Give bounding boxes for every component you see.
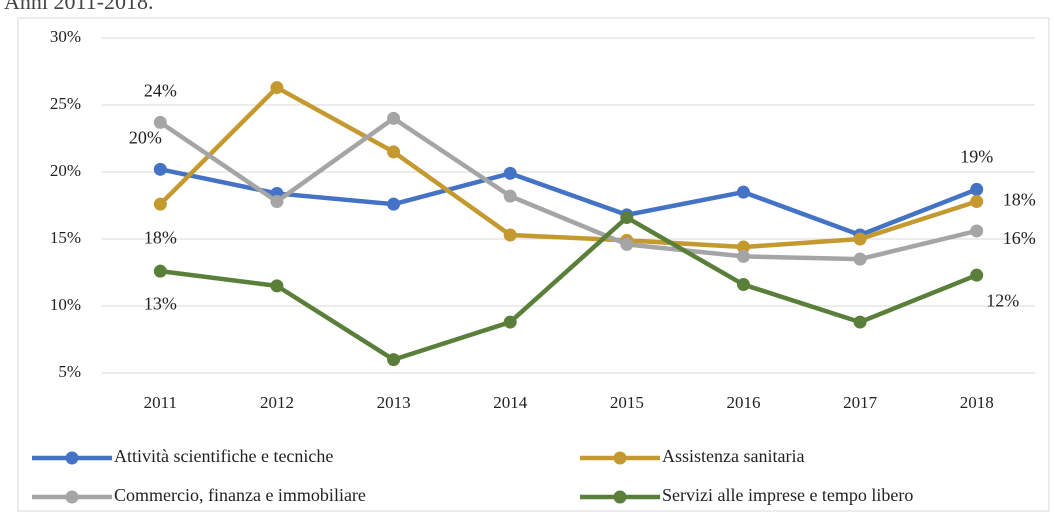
data-point <box>387 197 401 211</box>
y-tick-label: 25% <box>50 94 81 113</box>
data-point <box>503 228 517 242</box>
x-tick-label: 2016 <box>726 393 760 412</box>
x-tick-label: 2015 <box>610 393 644 412</box>
data-point <box>270 194 284 208</box>
legend-marker <box>65 490 79 504</box>
series-line <box>158 85 978 250</box>
data-point <box>387 145 401 159</box>
legend-label: Commercio, finanza e immobiliare <box>114 485 366 505</box>
data-point <box>736 249 750 263</box>
data-point <box>153 115 167 129</box>
data-label: 12% <box>986 290 1019 310</box>
legend-marker <box>65 451 79 465</box>
data-point <box>503 166 517 180</box>
x-tick-label: 2017 <box>843 393 878 412</box>
data-point <box>736 278 750 292</box>
data-point <box>970 224 984 238</box>
data-label: 16% <box>1003 228 1036 248</box>
data-label: 13% <box>144 293 177 313</box>
data-point <box>853 315 867 329</box>
y-tick-label: 5% <box>58 362 81 381</box>
data-point <box>270 81 284 95</box>
data-point <box>853 232 867 246</box>
data-point <box>387 353 401 367</box>
y-tick-label: 30% <box>50 27 81 46</box>
data-point <box>387 111 401 125</box>
y-tick-label: 10% <box>50 295 81 314</box>
legend-label: Attività scientifiche e tecniche <box>114 446 333 466</box>
x-tick-label: 2018 <box>960 393 994 412</box>
data-label: 18% <box>1003 190 1036 210</box>
legend-label: Assistenza sanitaria <box>662 446 804 466</box>
x-tick-label: 2012 <box>260 393 294 412</box>
legend-label: Servizi alle imprese e tempo libero <box>662 485 913 505</box>
data-label: 20% <box>129 127 162 147</box>
series-line <box>160 215 978 362</box>
x-tick-label: 2014 <box>493 393 528 412</box>
y-tick-label: 15% <box>50 228 81 247</box>
data-point <box>736 185 750 199</box>
data-point <box>153 162 167 176</box>
data-point <box>153 264 167 278</box>
data-point <box>503 315 517 329</box>
series-line <box>159 116 978 262</box>
data-point <box>970 194 984 208</box>
data-point <box>153 197 167 211</box>
series-line <box>159 167 978 238</box>
data-label: 18% <box>144 227 177 247</box>
x-tick-label: 2013 <box>377 393 411 412</box>
data-point <box>620 211 634 225</box>
y-tick-label: 20% <box>50 161 81 180</box>
data-label: 19% <box>960 147 993 167</box>
data-point <box>736 240 750 254</box>
data-point <box>853 252 867 266</box>
chart-frame <box>17 17 1050 512</box>
data-point <box>970 268 984 282</box>
data-point <box>620 237 634 251</box>
data-point <box>503 189 517 203</box>
chart-title: Anni 2011-2018. <box>4 0 154 14</box>
data-point <box>970 182 984 196</box>
x-tick-label: 2011 <box>144 393 177 412</box>
legend-marker <box>613 451 627 465</box>
legend-marker <box>613 490 627 504</box>
data-point <box>270 279 284 293</box>
data-label: 24% <box>144 81 177 101</box>
